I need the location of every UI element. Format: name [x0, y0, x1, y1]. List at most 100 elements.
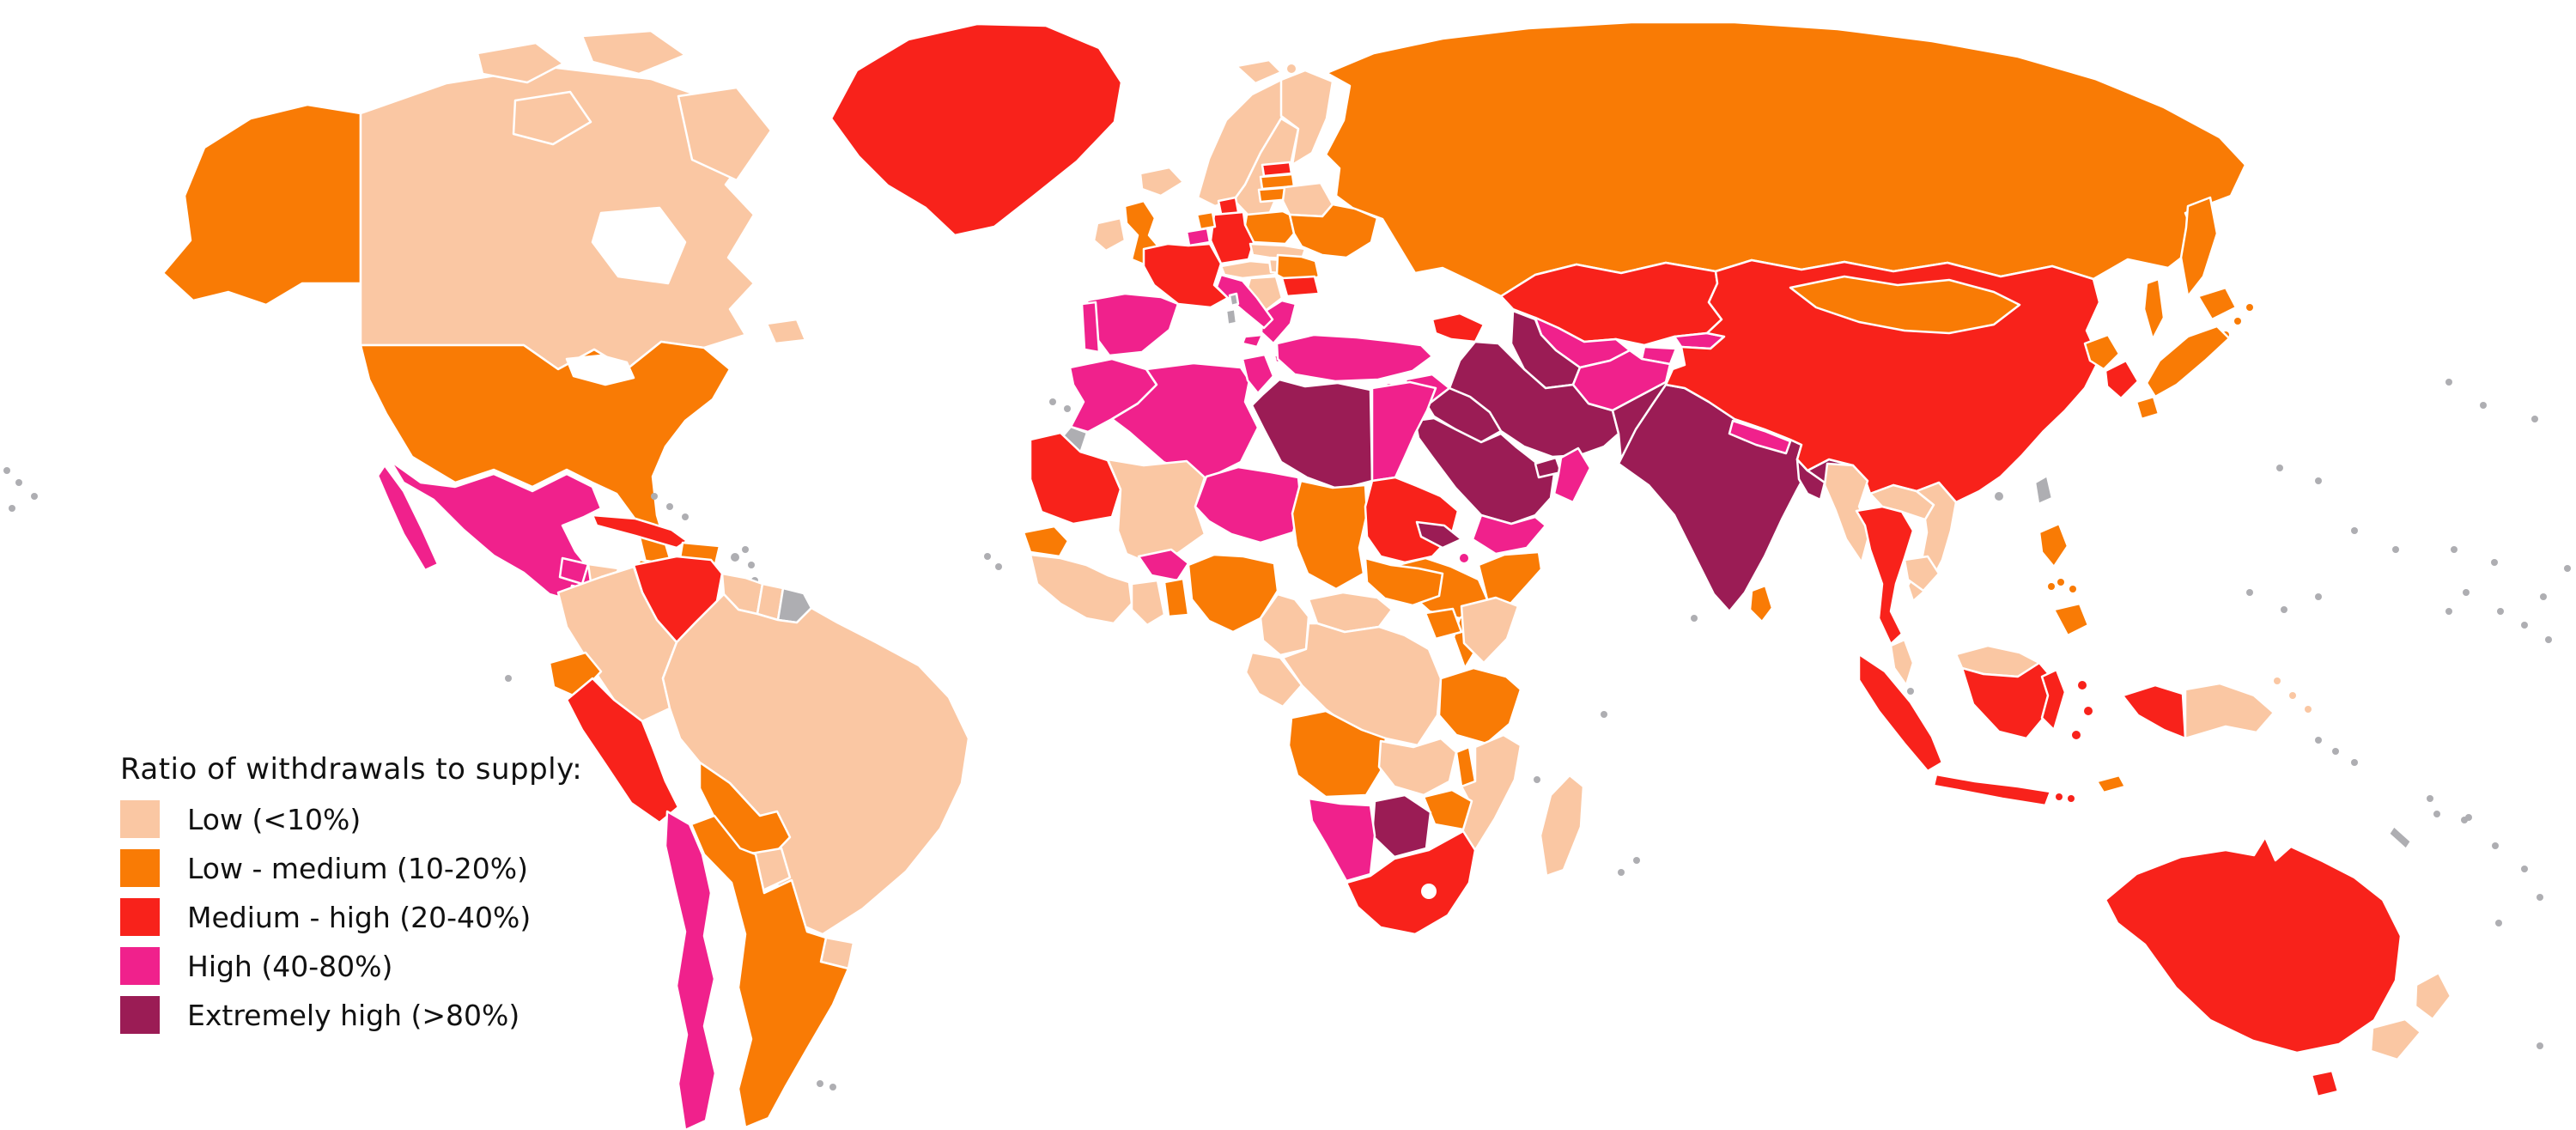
region-moluccas	[2084, 707, 2093, 715]
region-japan-hokkaido	[2196, 286, 2238, 321]
region-pacific-islands	[2521, 866, 2528, 872]
region-kuril-islands	[2234, 318, 2241, 325]
region-belarus	[1281, 181, 1334, 218]
region-zimbabwe	[1422, 788, 1473, 831]
region-bahamas	[651, 493, 658, 500]
region-argentina	[690, 814, 850, 1129]
legend-label-high: High (40-80%)	[187, 949, 393, 983]
region-north-korea	[2083, 333, 2121, 371]
legend-swatch-low-medium	[120, 849, 160, 887]
region-kenya	[1460, 596, 1520, 665]
region-papua-new-guinea	[2305, 706, 2312, 713]
region-malaysia-peninsula	[1889, 638, 1915, 687]
region-burkina-faso	[1137, 548, 1190, 582]
legend-item-medium-high: Medium - high (20-40%)	[120, 898, 582, 936]
region-mauritius	[1633, 857, 1640, 864]
region-belgium	[1185, 227, 1212, 247]
legend-swatch-low	[120, 800, 160, 838]
region-newfoundland	[765, 318, 807, 345]
region-hawaii	[15, 479, 22, 486]
region-pacific-islands	[2537, 894, 2543, 901]
region-bolivia	[698, 761, 792, 859]
region-philippines-visayas	[2069, 586, 2076, 592]
region-chad	[1291, 479, 1369, 591]
region-pacific-islands	[2351, 527, 2358, 534]
region-maldives	[1691, 615, 1698, 622]
region-taiwan	[2033, 474, 2054, 506]
region-pacific-islands	[2531, 416, 2538, 422]
region-pacific-islands	[2564, 565, 2571, 572]
region-ghana	[1130, 579, 1166, 627]
region-philippines-luzon	[2038, 522, 2069, 568]
region-sardinia	[1224, 307, 1238, 326]
region-south-sudan	[1364, 556, 1444, 607]
legend-swatch-medium-high	[120, 898, 160, 936]
region-cape-verde	[995, 563, 1002, 570]
region-russia	[1324, 21, 2247, 298]
region-svalbard	[1235, 58, 1283, 85]
region-tanzania	[1437, 666, 1522, 745]
legend-label-extremely-high: Extremely high (>80%)	[187, 998, 520, 1032]
region-pacific-islands	[2521, 622, 2528, 629]
region-ireland	[1092, 216, 1127, 252]
region-hawaii	[3, 467, 10, 474]
region-singapore	[1907, 688, 1914, 695]
region-solomon-islands	[2351, 759, 2358, 766]
region-djibouti	[1460, 554, 1468, 562]
region-papua-new-guinea	[2184, 682, 2275, 740]
region-japan-kyushu	[2135, 395, 2160, 421]
region-chile	[664, 810, 717, 1130]
region-lesser-antilles	[748, 562, 755, 568]
region-namibia	[1307, 797, 1376, 883]
region-uae	[1534, 456, 1563, 479]
region-pacific-islands	[2497, 608, 2504, 615]
region-philippines-mindanao	[2052, 602, 2090, 637]
region-zambia	[1377, 737, 1458, 797]
legend-item-extremely-high: Extremely high (>80%)	[120, 996, 582, 1034]
region-pacific-islands	[2445, 379, 2452, 386]
region-bali-lombok	[2056, 793, 2063, 800]
region-russia-kamchatka	[2179, 196, 2219, 298]
region-mexico-baja	[376, 464, 440, 572]
region-timor	[2095, 774, 2127, 794]
region-pacific-islands	[2537, 1042, 2543, 1049]
region-pacific-islands	[2465, 814, 2472, 821]
region-pacific-islands	[2315, 593, 2322, 600]
region-bali-lombok	[2068, 795, 2075, 802]
hudson-bay	[591, 206, 687, 285]
region-peru	[565, 677, 680, 824]
region-greenland	[829, 22, 1123, 237]
region-alaska	[161, 103, 362, 307]
legend-swatch-high	[120, 947, 160, 985]
region-turkey	[1275, 333, 1434, 383]
region-canary-islands	[1064, 405, 1071, 412]
region-mali	[1106, 458, 1206, 565]
region-falkland-islands	[817, 1080, 823, 1087]
region-lesser-antilles	[742, 546, 749, 553]
region-finland	[1279, 69, 1334, 167]
region-pacific-islands	[2480, 402, 2487, 409]
region-pacific-islands	[2492, 842, 2499, 849]
region-south-korea	[2104, 359, 2140, 400]
region-vanuatu	[2433, 811, 2440, 817]
region-baffin-island	[677, 86, 773, 182]
lesotho-outline	[1421, 884, 1437, 899]
region-italy	[1215, 273, 1274, 330]
region-south-africa	[1345, 829, 1477, 936]
region-niger	[1194, 465, 1303, 544]
region-togo-benin	[1163, 577, 1190, 618]
region-netherlands	[1195, 210, 1217, 231]
region-tunisia	[1241, 353, 1275, 395]
region-cambodia	[1903, 555, 1941, 592]
region-eritrea	[1415, 520, 1463, 550]
region-pacific-islands	[2445, 608, 2452, 615]
region-arctic-islands	[476, 41, 565, 84]
region-guinea-coast	[1029, 553, 1133, 625]
legend-label-medium-high: Medium - high (20-40%)	[187, 900, 532, 934]
region-pacific-islands	[2281, 606, 2287, 613]
region-thailand	[1855, 505, 1915, 646]
region-new-zealand-north	[2414, 971, 2452, 1021]
legend-item-high: High (40-80%)	[120, 947, 582, 985]
region-vanuatu	[2427, 795, 2433, 802]
